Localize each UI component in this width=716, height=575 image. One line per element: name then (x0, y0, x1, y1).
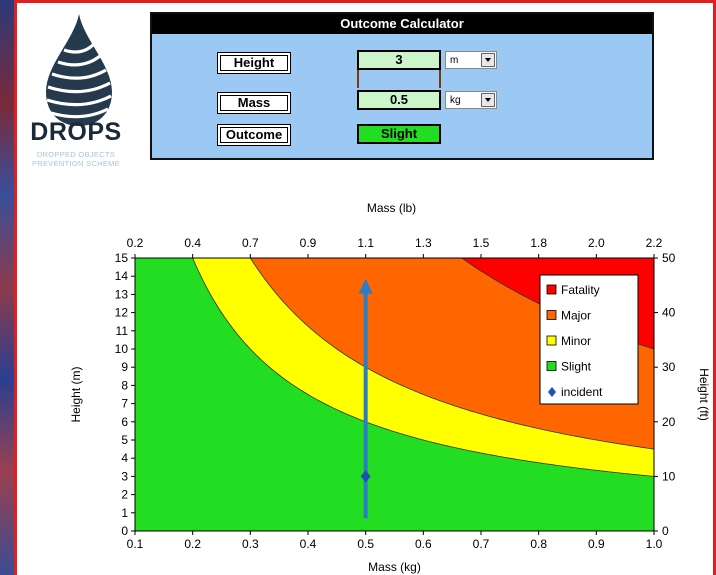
x-top-tick-label: 0.7 (242, 236, 259, 250)
background-strip (0, 0, 14, 575)
x-axis-label-top: Mass (lb) (367, 201, 416, 215)
logo-subtitle-line2: PREVENTION SCHEME (31, 159, 121, 168)
x-tick-label: 0.1 (127, 537, 144, 551)
legend-swatch-slight (546, 361, 557, 371)
calculator-title: Outcome Calculator (152, 14, 652, 34)
x-top-tick-label: 1.1 (357, 236, 374, 250)
logo-subtitle: DROPPED OBJECTS PREVENTION SCHEME (24, 150, 128, 168)
y-tick-label: 15 (115, 251, 129, 265)
height-unit-select[interactable]: m (445, 51, 497, 69)
x-top-tick-label: 0.4 (184, 236, 201, 250)
y-tick-label: 9 (121, 360, 128, 374)
mass-input[interactable]: 0.5 (357, 90, 441, 110)
x-tick-label: 1.0 (646, 537, 663, 551)
chevron-down-icon[interactable] (481, 93, 495, 107)
y-right-tick-label: 0 (662, 524, 669, 538)
x-tick-label: 0.3 (242, 537, 259, 551)
logo-subtitle-line1: DROPPED OBJECTS (36, 150, 116, 159)
chevron-down-icon[interactable] (481, 53, 495, 67)
legend-swatch-fatality (546, 284, 557, 295)
y-right-tick-label: 20 (662, 415, 676, 429)
spacer-cell (357, 70, 441, 88)
mass-unit-select[interactable]: kg (445, 91, 497, 109)
x-tick-label: 0.2 (184, 537, 201, 551)
legend-swatch-major (546, 310, 557, 320)
x-top-tick-label: 0.2 (127, 236, 144, 250)
x-axis-label-bottom: Mass (kg) (368, 560, 421, 574)
x-top-tick-label: 1.8 (530, 236, 547, 250)
outcome-calculator-panel: Outcome Calculator Height 3 m Mass 0.5 k… (150, 12, 654, 160)
height-label: Height (217, 52, 291, 74)
y-tick-label: 7 (121, 397, 128, 411)
x-top-tick-label: 1.5 (473, 236, 490, 250)
y-tick-label: 2 (121, 488, 128, 502)
y-tick-label: 4 (121, 451, 128, 465)
mass-label: Mass (217, 92, 291, 114)
plot-frame (134, 257, 655, 532)
y-tick-label: 5 (121, 433, 128, 447)
legend-label-slight: Slight (561, 360, 592, 374)
y-tick-label: 1 (121, 506, 128, 520)
x-tick-label: 0.5 (357, 537, 374, 551)
legend-swatch-minor (546, 335, 557, 346)
logo-title: DROPS (30, 118, 122, 146)
outcome-value: Slight (357, 124, 441, 144)
y-axis-label-left: Height (m) (69, 366, 83, 422)
worksheet-border (713, 0, 716, 575)
y-tick-label: 13 (115, 287, 129, 301)
y-right-tick-label: 40 (662, 306, 676, 320)
y-axis-label-right: Height (ft) (697, 368, 711, 421)
y-tick-label: 11 (116, 324, 129, 338)
legend-label-fatality: Fatality (561, 283, 600, 297)
x-top-tick-label: 0.9 (300, 236, 317, 250)
mass-unit-value: kg (450, 95, 461, 106)
y-tick-label: 10 (115, 342, 129, 356)
height-input[interactable]: 3 (357, 50, 441, 70)
y-right-tick-label: 30 (662, 360, 676, 374)
outcome-label: Outcome (217, 124, 291, 146)
x-tick-label: 0.4 (300, 537, 317, 551)
x-tick-label: 0.6 (415, 537, 432, 551)
height-unit-value: m (450, 55, 459, 66)
y-right-tick-label: 50 (662, 251, 676, 265)
drops-logo-icon (46, 14, 112, 126)
x-tick-label: 0.9 (588, 537, 605, 551)
y-tick-label: 6 (121, 415, 128, 429)
x-tick-label: 0.7 (473, 537, 490, 551)
region-slight (135, 258, 654, 531)
legend-label-minor: Minor (561, 334, 591, 348)
x-top-tick-label: 1.3 (415, 236, 432, 250)
legend-swatch-incident (548, 387, 556, 397)
y-tick-label: 12 (115, 306, 129, 320)
x-tick-label: 0.8 (530, 537, 547, 551)
y-tick-label: 3 (121, 469, 128, 483)
incident-arrow-head (358, 278, 373, 294)
legend-label-major: Major (561, 309, 591, 323)
plot-area (135, 258, 654, 531)
y-tick-label: 8 (121, 378, 128, 392)
x-top-tick-label: 2.0 (588, 236, 605, 250)
y-right-tick-label: 10 (662, 469, 676, 483)
y-tick-label: 14 (115, 269, 129, 283)
x-top-tick-label: 2.2 (646, 236, 663, 250)
incident-point-marker (360, 470, 371, 483)
y-tick-label: 0 (121, 524, 128, 538)
legend-label-incident: incident (561, 385, 603, 399)
